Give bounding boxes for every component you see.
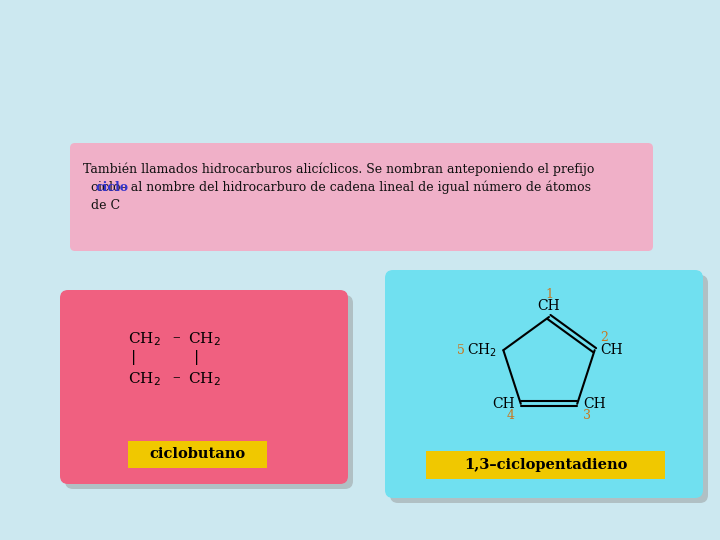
Text: 4: 4 — [507, 409, 515, 422]
Text: CH: CH — [600, 343, 624, 357]
Text: ciclo– al nombre del hidrocarburo de cadena lineal de igual número de átomos: ciclo– al nombre del hidrocarburo de cad… — [83, 181, 591, 194]
Text: CH$_2$: CH$_2$ — [467, 341, 498, 359]
Text: |: | — [131, 350, 136, 365]
Text: CH$_2$: CH$_2$ — [188, 330, 221, 348]
Text: CH: CH — [492, 397, 515, 411]
Text: 1: 1 — [545, 288, 553, 301]
Text: CH$_2$: CH$_2$ — [128, 370, 161, 388]
FancyBboxPatch shape — [60, 290, 348, 484]
Text: También llamados hidrocarburos alicíclicos. Se nombran anteponiendo el prefijo: También llamados hidrocarburos alicíclic… — [83, 163, 595, 177]
Text: –: – — [172, 370, 179, 384]
FancyBboxPatch shape — [426, 451, 665, 479]
Text: CH: CH — [583, 397, 606, 411]
Text: CH$_2$: CH$_2$ — [188, 370, 221, 388]
Text: 2: 2 — [600, 330, 608, 343]
Text: ciclo: ciclo — [96, 181, 128, 194]
FancyBboxPatch shape — [385, 270, 703, 498]
Text: –: – — [172, 330, 179, 344]
Text: de C: de C — [83, 199, 120, 212]
Text: CH$_2$: CH$_2$ — [128, 330, 161, 348]
Text: |: | — [194, 350, 199, 365]
FancyBboxPatch shape — [65, 295, 353, 489]
Text: ciclobutano: ciclobutano — [150, 448, 246, 462]
FancyBboxPatch shape — [70, 143, 653, 251]
Text: 3: 3 — [583, 409, 591, 422]
Text: 5: 5 — [457, 343, 465, 356]
Text: CH: CH — [538, 299, 560, 313]
FancyBboxPatch shape — [128, 441, 267, 468]
FancyBboxPatch shape — [390, 275, 708, 503]
Text: 1,3–ciclopentadieno: 1,3–ciclopentadieno — [464, 458, 627, 472]
